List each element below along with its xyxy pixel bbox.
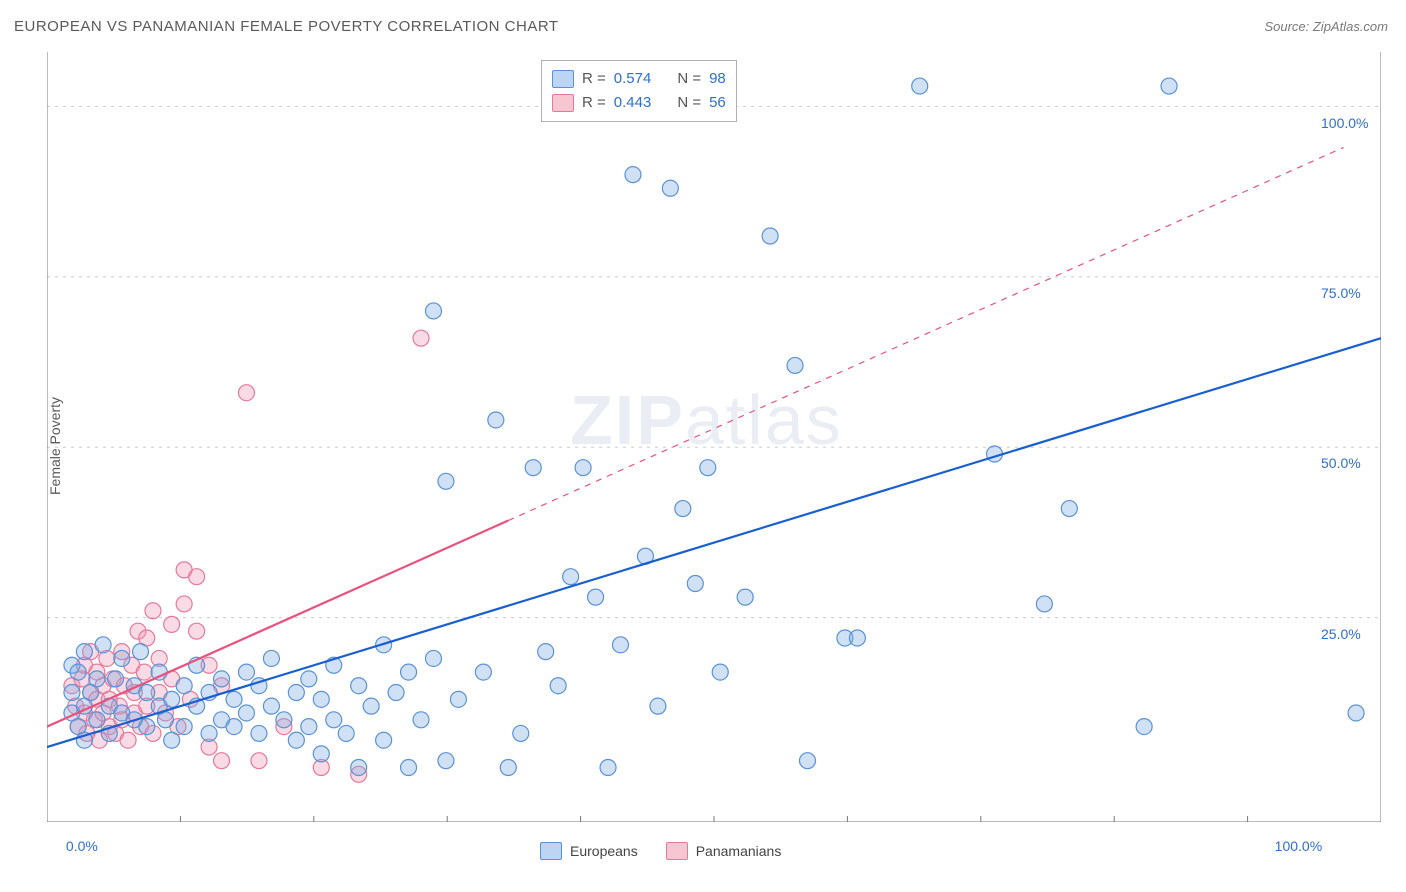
legend-swatch bbox=[540, 842, 562, 860]
stats-row: R = 0.574 N = 98 bbox=[552, 67, 726, 91]
scatter-plot bbox=[47, 52, 1381, 822]
stat-n-label: N = bbox=[677, 67, 701, 91]
legend-label: Europeans bbox=[570, 843, 638, 859]
legend-item: Panamanians bbox=[666, 842, 782, 860]
x-tick-label: 0.0% bbox=[66, 838, 98, 854]
source-attribution: Source: ZipAtlas.com bbox=[1264, 19, 1388, 34]
stat-n-value: 98 bbox=[709, 67, 726, 91]
legend-label: Panamanians bbox=[696, 843, 782, 859]
stat-n-label: N = bbox=[677, 91, 701, 115]
legend-item: Europeans bbox=[540, 842, 638, 860]
y-tick-label: 25.0% bbox=[1321, 626, 1361, 642]
y-tick-label: 50.0% bbox=[1321, 455, 1361, 471]
y-tick-label: 100.0% bbox=[1321, 115, 1368, 131]
legend: Europeans Panamanians bbox=[540, 842, 781, 860]
x-tick-label: 100.0% bbox=[1275, 838, 1322, 854]
stat-r-label: R = bbox=[582, 67, 606, 91]
chart-title: EUROPEAN VS PANAMANIAN FEMALE POVERTY CO… bbox=[14, 18, 559, 35]
stat-n-value: 56 bbox=[709, 91, 726, 115]
header-row: EUROPEAN VS PANAMANIAN FEMALE POVERTY CO… bbox=[14, 18, 1388, 35]
stat-r-label: R = bbox=[582, 91, 606, 115]
stats-row: R = 0.443 N = 56 bbox=[552, 91, 726, 115]
series-swatch bbox=[552, 94, 574, 112]
y-tick-label: 75.0% bbox=[1321, 285, 1361, 301]
correlation-stats-box: R = 0.574 N = 98 R = 0.443 N = 56 bbox=[541, 60, 737, 122]
source-name: ZipAtlas.com bbox=[1313, 19, 1388, 34]
legend-swatch bbox=[666, 842, 688, 860]
stat-r-value: 0.574 bbox=[614, 67, 652, 91]
series-swatch bbox=[552, 70, 574, 88]
source-prefix: Source: bbox=[1264, 19, 1312, 34]
stat-r-value: 0.443 bbox=[614, 91, 652, 115]
